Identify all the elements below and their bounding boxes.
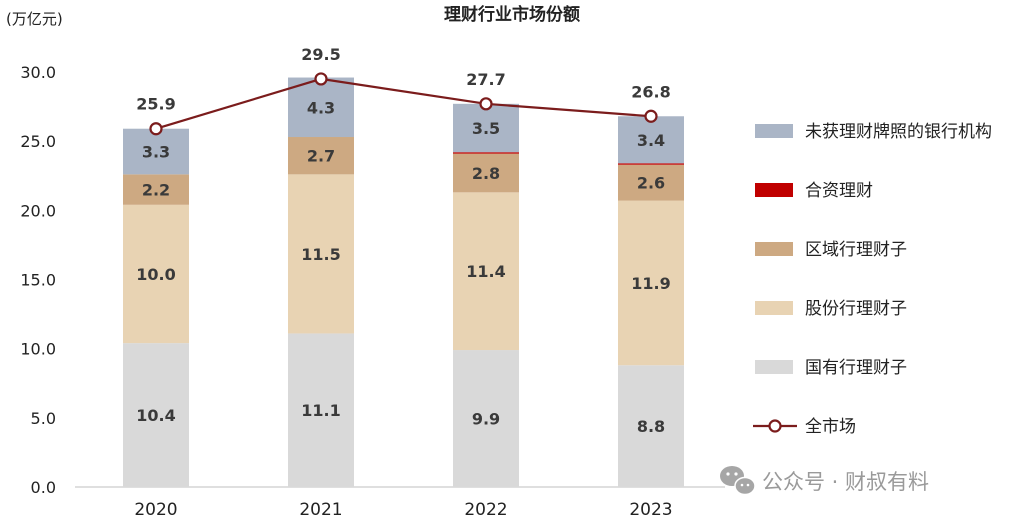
- total-label-2021: 29.5: [301, 45, 340, 64]
- legend-swatch-1: [755, 183, 793, 197]
- bar-segment-label-2020-s1: 10.0: [136, 265, 175, 284]
- bars: 10.4 10.0 2.2 3.3 11.1 11.5 2.7 4.3 9.9 11.4 2.8 3.…: [123, 77, 684, 487]
- bar-segment-2022-s0: [453, 350, 519, 487]
- total-point-2020: [149, 122, 163, 136]
- x-tick-label-2022: 2022: [464, 500, 507, 520]
- bar-segment-label-2021-s1: 11.5: [301, 245, 340, 264]
- bar-segment-label-2021-s0: 11.1: [301, 401, 340, 420]
- legend-line-marker: [768, 419, 782, 433]
- legend-label-4: 国有行理财子: [805, 358, 907, 378]
- total-point-2021: [314, 72, 328, 86]
- bar-segment-label-2023-s1: 11.9: [631, 274, 670, 293]
- bar-segment-2023-s4: [618, 116, 684, 164]
- bar-segment-label-2020-s0: 10.4: [136, 406, 175, 425]
- y-tick-label-0-0: 0.0: [31, 478, 56, 497]
- bar-segment-2023-s3: [618, 163, 684, 165]
- bar-segment-2020-s1: [123, 204, 189, 344]
- legend-swatch-0: [755, 124, 793, 138]
- legend-label-0: 未获理财牌照的银行机构: [805, 122, 992, 142]
- bar-segment-2020-s0: [123, 343, 189, 487]
- legend-label-5: 全市场: [805, 417, 856, 437]
- bar-segment-2022-s4: [453, 103, 519, 153]
- chart-title: 理财行业市场份额: [444, 4, 580, 25]
- unit-label: (万亿元): [6, 10, 63, 28]
- bar-segment-2023-s2: [618, 164, 684, 201]
- y-tick-label-25-0: 25.0: [20, 132, 56, 151]
- legend-label-1: 合资理财: [805, 181, 873, 201]
- y-tick-label-15-0: 15.0: [20, 271, 56, 290]
- watermark: 公众号 · 财叔有料: [720, 466, 929, 496]
- legend-label-2: 区域行理财子: [805, 240, 907, 260]
- bar-segment-label-2021-s2: 2.7: [307, 147, 335, 166]
- bar-segment-2020-s2: [123, 174, 189, 205]
- legend-swatch-3: [755, 301, 793, 315]
- bar-segment-label-2022-s1: 11.4: [466, 262, 505, 281]
- bar-segment-label-2023-s0: 8.8: [637, 417, 665, 436]
- bar-segment-label-2021-s4: 4.3: [307, 98, 335, 117]
- x-axis: 2020 2021 2022 2023: [134, 500, 672, 520]
- bar-segment-2022-s2: [453, 153, 519, 193]
- bar-segment-2021-s2: [288, 137, 354, 175]
- total-label-2022: 27.7: [466, 70, 505, 89]
- bar-segment-2023-s1: [618, 200, 684, 366]
- bar-segment-label-2023-s4: 3.4: [637, 131, 665, 150]
- y-tick-label-30-0: 30.0: [20, 63, 56, 82]
- bar-segment-2023-s0: [618, 365, 684, 487]
- total-label-2023: 26.8: [631, 82, 670, 101]
- y-tick-label-10-0: 10.0: [20, 340, 56, 359]
- x-tick-label-2021: 2021: [299, 500, 342, 520]
- bar-segment-2021-s1: [288, 174, 354, 334]
- y-tick-label-5-0: 5.0: [31, 409, 56, 428]
- total-line-path: [155, 77, 652, 130]
- bar-segment-label-2020-s4: 3.3: [142, 143, 170, 162]
- total-point-2022: [479, 97, 493, 111]
- total-line: 25.9 29.5 27.7 26.8: [136, 45, 671, 136]
- legend-label-3: 股份行理财子: [805, 299, 907, 319]
- legend-swatch-2: [755, 242, 793, 256]
- legend-swatch-4: [755, 360, 793, 374]
- bar-segment-label-2020-s2: 2.2: [142, 181, 170, 200]
- bar-segment-2020-s4: [123, 128, 189, 175]
- watermark-text: 公众号 · 财叔有料: [762, 470, 929, 494]
- x-tick-label-2023: 2023: [629, 500, 672, 520]
- y-axis: 0.0 5.0 10.0 15.0 20.0 25.0 30.0: [20, 63, 56, 497]
- bar-segment-2022-s3: [453, 152, 519, 154]
- bar-segment-label-2023-s2: 2.6: [637, 174, 665, 193]
- total-point-2023: [644, 109, 658, 123]
- bar-segment-2022-s1: [453, 192, 519, 351]
- bar-segment-label-2022-s2: 2.8: [472, 164, 500, 183]
- bar-segment-label-2022-s4: 3.5: [472, 119, 500, 138]
- total-label-2020: 25.9: [136, 95, 175, 114]
- bar-segment-2021-s0: [288, 333, 354, 487]
- bar-segment-2021-s4: [288, 77, 354, 138]
- wechat-icon: [720, 466, 756, 496]
- bar-segment-label-2022-s0: 9.9: [472, 410, 500, 429]
- x-tick-label-2020: 2020: [134, 500, 177, 520]
- y-tick-label-20-0: 20.0: [20, 201, 56, 220]
